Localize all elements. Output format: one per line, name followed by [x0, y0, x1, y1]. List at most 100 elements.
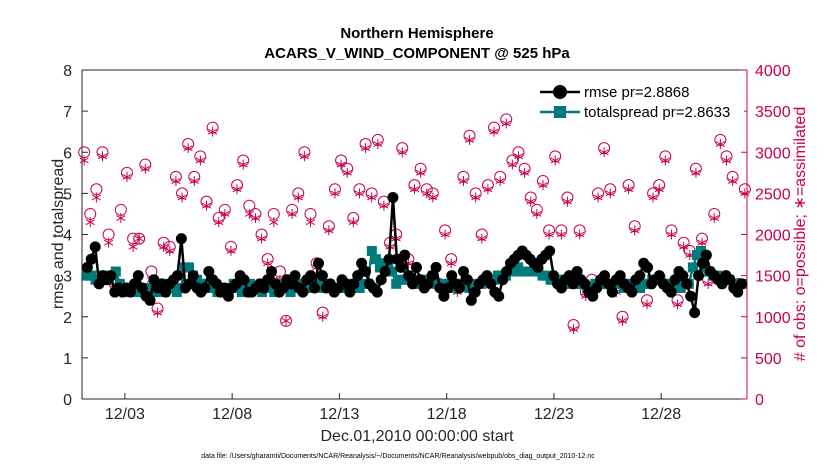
- obs-assimilated-point: [599, 147, 609, 158]
- rmse-point: [144, 294, 156, 306]
- legend-spread-marker: [554, 106, 566, 118]
- legend-spread-label: totalspread pr=2.8633: [584, 104, 730, 121]
- rmse-point: [493, 290, 505, 302]
- rmse-point: [465, 294, 477, 306]
- obs-assimilated-point: [477, 233, 487, 244]
- y-right-tick-label: 3000: [755, 145, 791, 162]
- rmse-point: [544, 245, 556, 257]
- obs-assimilated-point: [538, 180, 548, 191]
- y-tick-label: 2: [63, 310, 72, 327]
- y-right-tick-label: 0: [755, 392, 764, 409]
- totalspread-point: [387, 266, 398, 277]
- rmse-point: [454, 282, 466, 294]
- y-tick-label: 7: [63, 104, 72, 121]
- obs-assimilated-point: [648, 192, 658, 203]
- obs-assimilated-point: [244, 208, 254, 219]
- rmse-point: [736, 278, 748, 290]
- rmse-point: [105, 270, 117, 282]
- obs-assimilated-point: [691, 167, 701, 178]
- rmse-point: [238, 274, 250, 286]
- x-ticks: 12/03 12/08 12/13 12/18 12/23 12/28: [105, 393, 681, 423]
- obs-assimilated-point: [183, 143, 193, 154]
- rmse-point: [700, 249, 712, 261]
- obs-assimilated-point: [495, 176, 505, 187]
- x-tick-label: 12/28: [641, 406, 681, 423]
- rmse-point: [434, 282, 446, 294]
- obs-assimilated-point: [471, 192, 481, 203]
- totalspread-point: [370, 254, 381, 265]
- rmse-point: [555, 282, 567, 294]
- obs-assimilated-point: [85, 217, 95, 228]
- rmse-point: [379, 266, 391, 278]
- rmse-point: [571, 266, 583, 278]
- obs-assimilated-point: [281, 315, 291, 326]
- obs-assimilated-point: [79, 155, 89, 166]
- rmse-point: [634, 270, 646, 282]
- obs-assimilated-point: [201, 200, 212, 211]
- obs-assimilated-point: [464, 134, 475, 145]
- x-tick-label: 12/23: [534, 406, 574, 423]
- rmse-point: [297, 286, 309, 298]
- obs-assimilated-point: [208, 126, 218, 137]
- obs-assimilated-point: [617, 315, 628, 326]
- y-right-tick-label: 2000: [755, 228, 791, 245]
- obs-assimilated-point: [177, 192, 187, 203]
- y-right-tick-label: 500: [755, 351, 782, 368]
- obs-assimilated-point: [544, 229, 554, 240]
- obs-assimilated-point: [624, 184, 634, 195]
- obs-assimilated-point: [104, 237, 114, 248]
- obs-assimilated-point: [348, 217, 358, 228]
- rmse-point: [289, 270, 301, 282]
- rmse-point: [309, 282, 321, 294]
- obs-assimilated-point: [360, 143, 371, 154]
- obs-assimilated-point: [568, 324, 579, 335]
- obs-assimilated-point: [556, 229, 566, 240]
- rmse-series: [81, 191, 748, 319]
- rmse-point: [501, 266, 513, 278]
- obs-assimilated-point: [703, 278, 713, 289]
- rmse-point: [89, 241, 101, 253]
- rmse-point: [430, 261, 442, 273]
- obs-assimilated-point: [483, 184, 493, 195]
- obs-assimilated-point: [250, 213, 261, 224]
- obs-assimilated-point: [672, 299, 683, 310]
- obs-assimilated-point: [520, 167, 530, 178]
- y-right-tick-label: 3500: [755, 104, 791, 121]
- rmse-point: [599, 270, 611, 282]
- rmse-point: [187, 270, 199, 282]
- chart-title: Northern Hemisphere: [340, 25, 493, 42]
- obs-assimilated-point: [679, 241, 689, 252]
- obs-assimilated-point: [532, 208, 542, 219]
- rmse-point: [222, 290, 234, 302]
- obs-assimilated-point: [489, 126, 499, 137]
- obs-assimilated-point: [220, 208, 230, 219]
- rmse-point: [446, 270, 458, 282]
- obs-assimilated-point: [379, 200, 389, 211]
- obs-assimilated-point: [330, 188, 340, 199]
- x-tick-label: 12/18: [427, 406, 467, 423]
- obs-assimilated-point: [122, 171, 132, 182]
- obs-assimilated-point: [189, 176, 199, 187]
- totalspread-point: [183, 262, 194, 273]
- obs-assimilated-point: [654, 184, 664, 195]
- rmse-point: [579, 278, 591, 290]
- obs-assimilated-point: [171, 176, 181, 187]
- rmse-point: [132, 270, 144, 282]
- x-tick-label: 12/08: [212, 406, 252, 423]
- x-tick-label: 12/03: [105, 406, 145, 423]
- obs-assimilated-point: [165, 245, 175, 256]
- y-tick-label: 0: [63, 392, 72, 409]
- obs-assimilated-point: [152, 307, 163, 318]
- rmse-point: [387, 191, 399, 203]
- rmse-point: [481, 270, 493, 282]
- legend: rmse pr=2.8868 totalspread pr=2.8633: [528, 76, 744, 122]
- y-right-tick-label: 1000: [755, 310, 791, 327]
- totalspread-point: [687, 262, 698, 273]
- obs-assimilated-point: [195, 155, 205, 166]
- rmse-point: [136, 282, 148, 294]
- obs-assimilated-point: [416, 167, 426, 178]
- rmse-point: [160, 286, 172, 298]
- obs-assimilated-point: [336, 159, 346, 170]
- rmse-point: [175, 233, 187, 245]
